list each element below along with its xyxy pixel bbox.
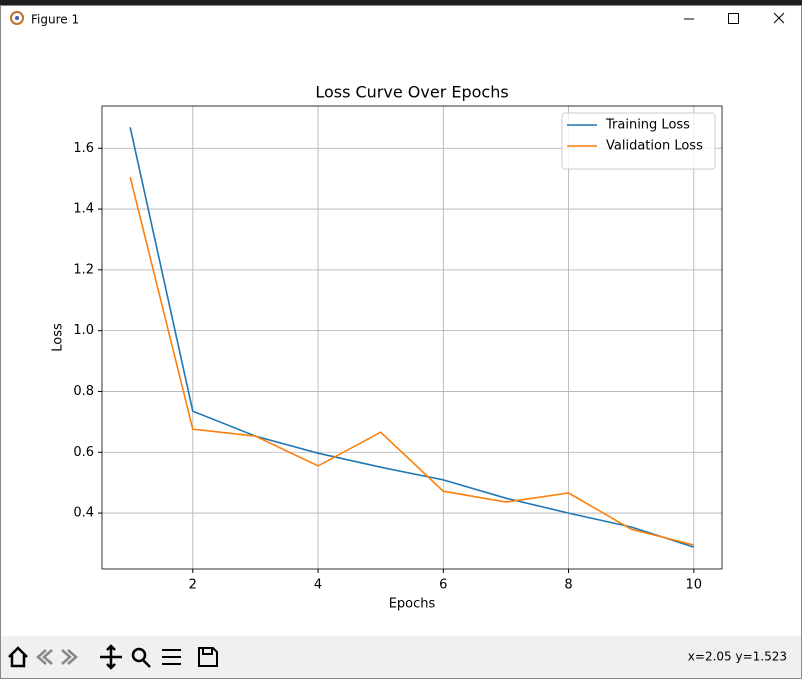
axes-frame — [101, 105, 723, 570]
window-title: Figure 1 — [31, 13, 79, 27]
y-tick-label: 1.6 — [73, 141, 94, 156]
chart: 2 4 6 8 10 0.4 0.6 0.8 1.0 1.2 1.4 1.6 Loss Curve Ov… — [51, 83, 723, 612]
legend-label: Training Loss — [605, 118, 690, 133]
app-icon — [10, 11, 24, 25]
home-button[interactable] — [8, 646, 28, 668]
x-axis-label: Epochs — [389, 597, 436, 612]
y-tick-label: 0.6 — [73, 445, 94, 460]
y-tick-label: 0.8 — [73, 384, 94, 399]
window-frame — [0, 5, 802, 679]
close-button[interactable] — [773, 12, 785, 24]
pan-button[interactable] — [100, 644, 122, 670]
y-tick-label: 0.4 — [73, 506, 94, 521]
back-button[interactable] — [36, 649, 53, 665]
zoom-button[interactable] — [131, 647, 151, 668]
data-line — [129, 176, 694, 546]
data-line — [129, 127, 695, 548]
forward-button[interactable] — [61, 649, 78, 665]
configure-button[interactable] — [162, 649, 181, 665]
y-tick-label: 1.0 — [73, 323, 94, 338]
y-axis-label: Loss — [51, 323, 66, 352]
x-tick-label: 8 — [564, 578, 572, 593]
x-tick-label: 6 — [439, 578, 447, 593]
y-tick-label: 1.4 — [73, 202, 94, 217]
legend-label: Validation Loss — [606, 139, 703, 154]
x-tick-label: 10 — [686, 578, 703, 593]
chart-title: Loss Curve Over Epochs — [315, 83, 508, 102]
y-tick-label: 1.2 — [73, 262, 94, 277]
legend-box — [561, 112, 716, 170]
x-tick-label: 4 — [314, 578, 322, 593]
x-tick-label: 2 — [189, 578, 197, 593]
save-button[interactable] — [198, 647, 218, 667]
maximize-button[interactable] — [728, 13, 739, 24]
status-text: x=2.05 y=1.523 — [688, 650, 787, 664]
background-editor — [0, 0, 802, 5]
